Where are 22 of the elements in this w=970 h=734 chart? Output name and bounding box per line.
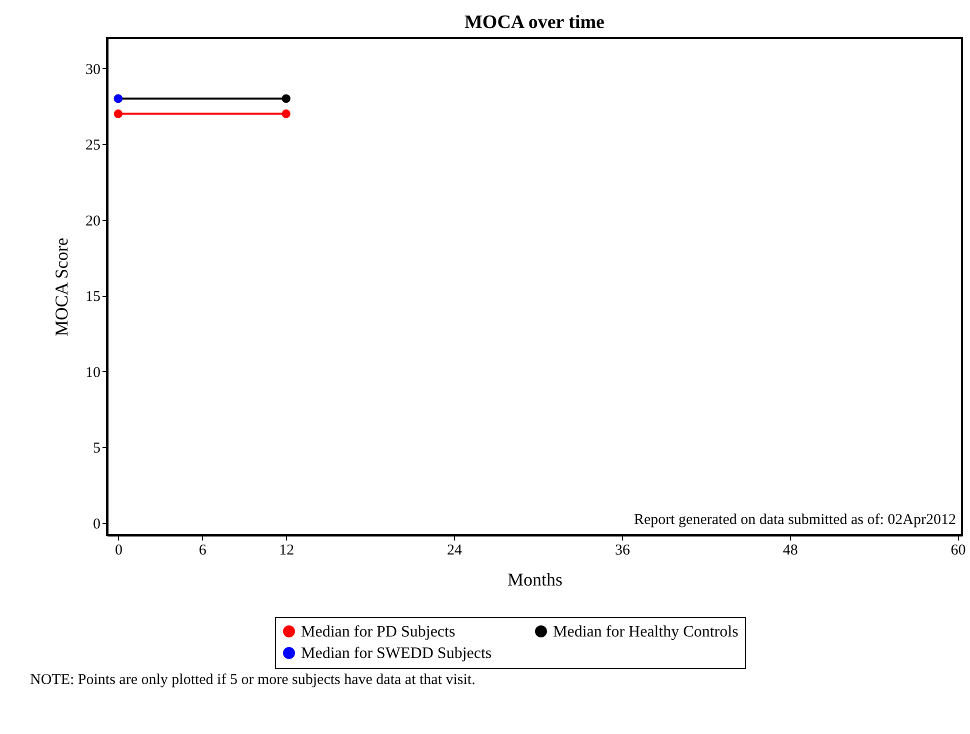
- y-tick-label: 20: [86, 213, 100, 230]
- y-tick-label: 30: [86, 62, 100, 78]
- x-tick-label: 0: [114, 542, 122, 558]
- x-tick-label: 48: [782, 542, 798, 558]
- legend-label: Median for SWEDD Subjects: [301, 645, 492, 662]
- y-tick-label: 25: [86, 138, 100, 154]
- y-axis-title: MOCA Score: [52, 238, 72, 336]
- y-tick-label: 15: [86, 289, 100, 306]
- y-tick-label: 0: [93, 516, 100, 532]
- legend-label: Median for Healthy Controls: [553, 623, 738, 640]
- y-tick-label: 10: [86, 364, 100, 381]
- chart-title: MOCA over time: [464, 12, 604, 33]
- text: NOTE: Points are only plotted if 5 or more subjects have data at that visit.: [30, 672, 476, 688]
- x-tick-label: 60: [950, 542, 966, 558]
- annotation: Report generated on data submitted as of: 02Apr2012: [634, 512, 956, 528]
- x-tick-label: 12: [279, 542, 294, 558]
- x-axis-title: Months: [507, 570, 563, 590]
- x-tick-label: 36: [614, 542, 630, 558]
- legend-label: Median for PD Subjects: [301, 623, 456, 640]
- x-tick-label: 6: [198, 542, 207, 558]
- x-tick-label: 24: [447, 542, 463, 558]
- y-tick-label: 5: [93, 440, 100, 457]
